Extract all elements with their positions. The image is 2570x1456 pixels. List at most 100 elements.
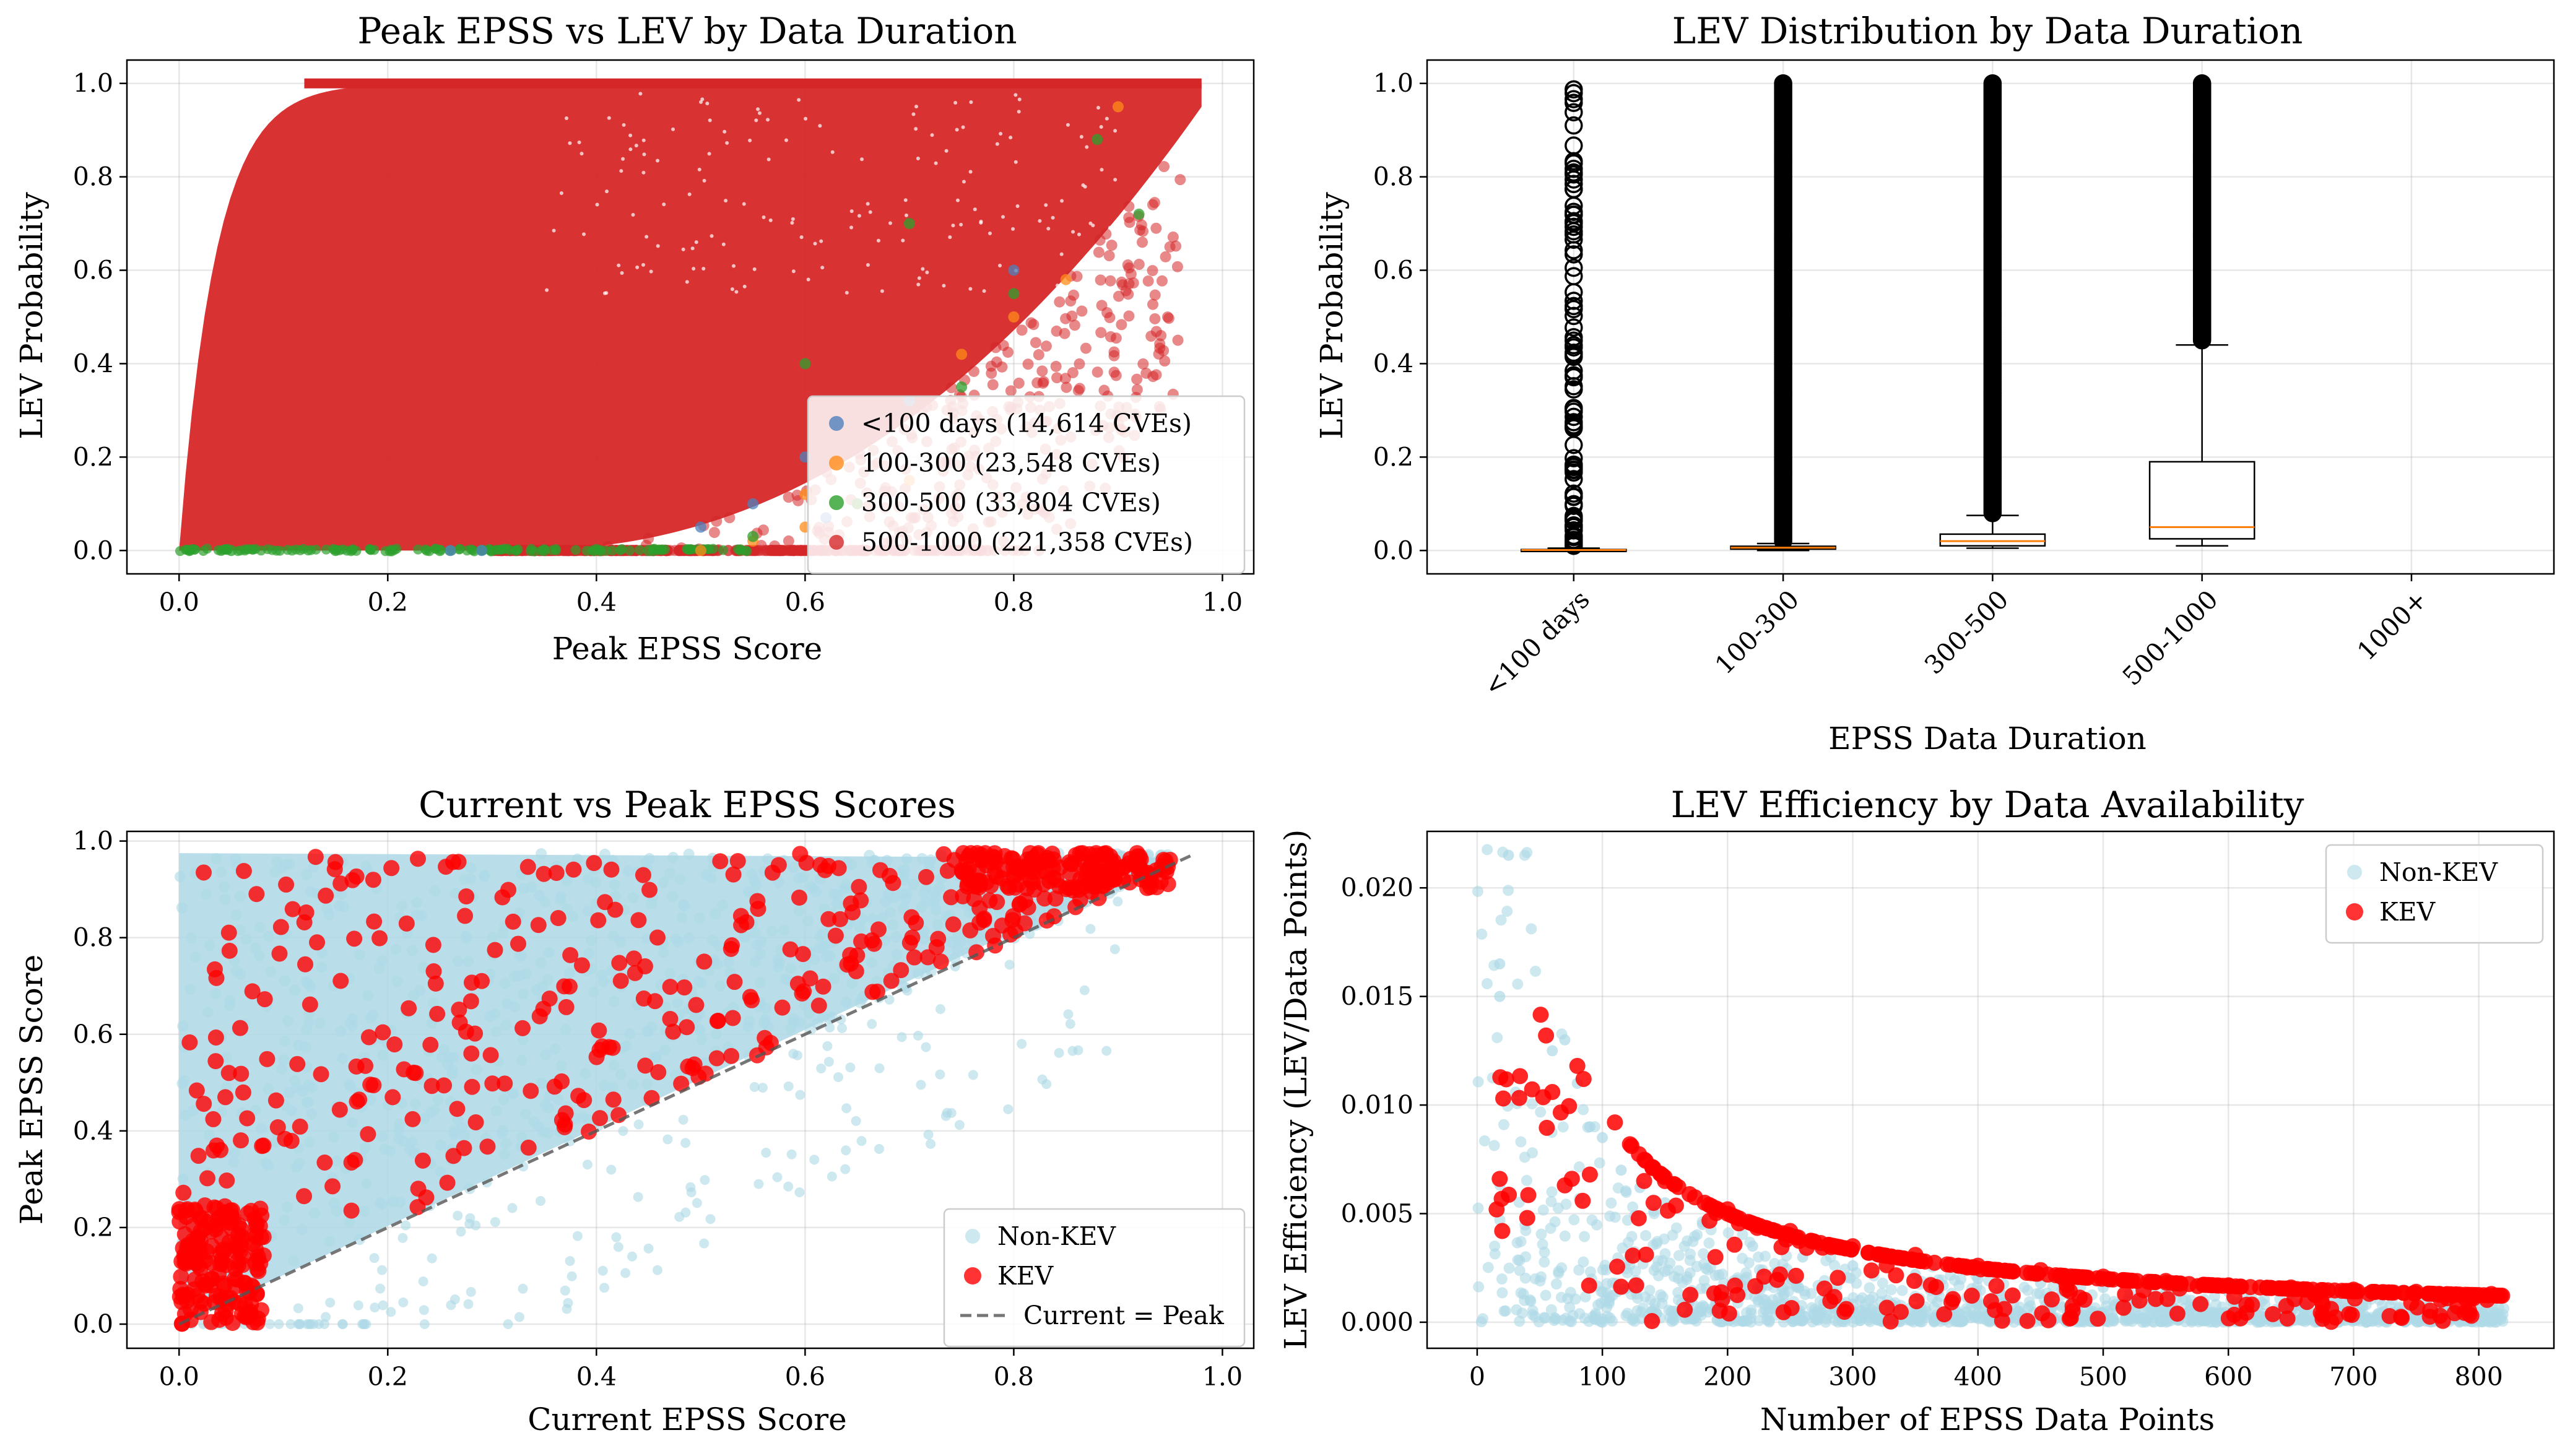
kev-point <box>1115 859 1132 875</box>
speckle <box>1051 215 1055 220</box>
series-300-500-point <box>413 544 423 555</box>
speckle <box>662 202 666 207</box>
kev-point <box>510 935 526 952</box>
speckle <box>552 228 556 233</box>
series-500-1000-point <box>1092 366 1103 378</box>
series-500-1000-point <box>1016 324 1028 336</box>
non-kev-point <box>411 896 423 908</box>
non-kev-point <box>793 872 805 884</box>
series-500-1000-point <box>1150 222 1162 234</box>
non-kev-point <box>608 1059 620 1071</box>
speckle <box>934 161 938 165</box>
non-kev-point <box>615 1068 627 1080</box>
non-kev-point <box>507 1203 518 1213</box>
non-kev-point <box>1506 795 1517 806</box>
series-500-1000-point <box>1123 310 1135 322</box>
speckle <box>880 289 884 293</box>
series-500-1000-point <box>1123 201 1135 212</box>
non-kev-point <box>1769 1258 1781 1270</box>
kev-point <box>796 983 812 1000</box>
speckle <box>959 222 963 227</box>
non-kev-point <box>1004 960 1015 970</box>
non-kev-point <box>935 1069 945 1080</box>
series-500-1000-point <box>1040 340 1052 352</box>
non-kev-point <box>1539 1256 1550 1268</box>
non-kev-point <box>749 927 761 938</box>
non-kev-point <box>739 931 751 943</box>
non-kev-point <box>1601 1278 1613 1289</box>
x-tick-label: 0.0 <box>159 1362 199 1392</box>
non-kev-point <box>398 1297 409 1307</box>
non-kev-point <box>930 904 942 916</box>
non-kev-point <box>786 1149 797 1159</box>
outlier-point <box>1565 258 1583 277</box>
outlier-point <box>1565 80 1583 99</box>
non-kev-point <box>825 1022 835 1033</box>
non-kev-point <box>643 1243 654 1254</box>
kev-point <box>198 1276 214 1293</box>
kev-point <box>176 1288 193 1304</box>
kev-point <box>832 911 849 927</box>
kev-point <box>637 1057 654 1074</box>
outlier-point <box>1565 495 1583 514</box>
kev-point <box>360 1029 377 1046</box>
speckle <box>701 266 706 271</box>
non-kev-point <box>670 934 682 945</box>
series-300-500-point <box>189 544 200 555</box>
x-tick-label: 800 <box>2455 1362 2503 1392</box>
non-kev-point <box>1519 849 1530 861</box>
kev-point <box>1011 896 1028 913</box>
y-tick-label: 0.015 <box>1341 982 1413 1012</box>
non-kev-point <box>278 1214 290 1226</box>
kev-point <box>220 924 237 941</box>
speckle <box>700 97 705 102</box>
kev-point <box>307 849 324 865</box>
kev-point <box>500 882 517 898</box>
non-kev-point <box>783 1081 794 1091</box>
series-500-1000-point <box>1074 358 1085 370</box>
non-kev-point <box>536 1195 546 1206</box>
kev-point <box>206 1199 223 1216</box>
outlier-point <box>1565 318 1583 337</box>
kev-point <box>603 861 620 878</box>
non-kev-point <box>840 996 852 1008</box>
non-kev-point <box>689 1012 701 1023</box>
non-kev-point <box>360 1178 372 1190</box>
speckle <box>1113 178 1118 182</box>
kev-point <box>233 1132 250 1149</box>
speckle <box>961 125 965 129</box>
non-kev-point <box>276 1063 288 1075</box>
non-kev-point <box>1085 924 1096 934</box>
non-kev-point <box>500 1138 512 1150</box>
kev-point <box>708 1050 725 1067</box>
non-kev-point <box>624 1028 636 1040</box>
kev-point <box>189 1230 206 1247</box>
kev-point <box>1003 850 1020 867</box>
kev-point <box>971 900 988 917</box>
non-kev-point <box>1511 1237 1523 1249</box>
kev-point <box>928 939 945 956</box>
non-kev-point <box>1594 1157 1605 1169</box>
speckle <box>642 152 646 157</box>
speckle <box>582 232 586 236</box>
kev-point <box>207 1053 224 1070</box>
series-500-1000-point <box>1174 174 1186 186</box>
non-kev-point <box>376 1049 388 1061</box>
speckle <box>568 141 572 145</box>
non-kev-point <box>1488 280 1499 292</box>
non-kev-point <box>902 986 913 996</box>
non-kev-point <box>229 1147 241 1159</box>
series-500-1000-point <box>1131 373 1143 385</box>
non-kev-point <box>224 1000 235 1012</box>
non-kev-point <box>466 1286 476 1297</box>
kev-point <box>505 913 521 930</box>
speckle <box>979 219 983 223</box>
outlier-point <box>1565 470 1583 488</box>
non-kev-point <box>331 1155 342 1167</box>
kev-point <box>235 862 252 879</box>
non-kev-point <box>202 1006 214 1018</box>
non-kev-point <box>567 1271 577 1281</box>
y-tick-label: 0.8 <box>73 923 113 953</box>
series-500-1000-point <box>757 524 769 536</box>
non-kev-point <box>609 879 620 891</box>
